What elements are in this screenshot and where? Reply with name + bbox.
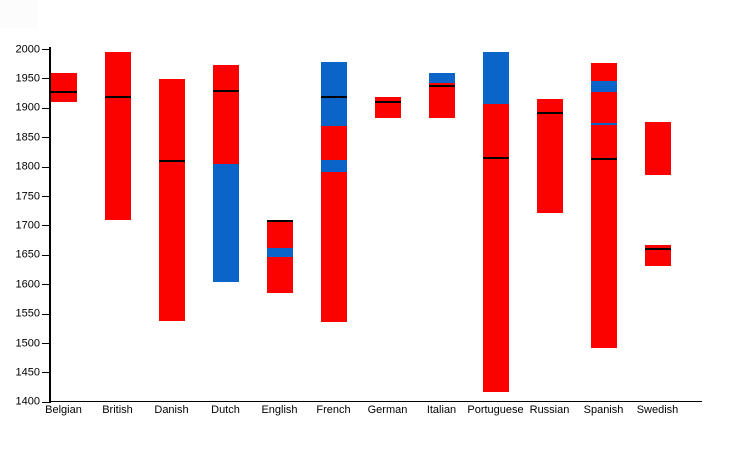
median-line-spanish: [590, 158, 617, 161]
y-tick-label: 1650: [15, 248, 40, 261]
y-tick-label: 1800: [15, 160, 40, 173]
x-label-dutch: Dutch: [211, 403, 240, 416]
y-tick-mark: [42, 166, 49, 168]
bar-segment-french-blue: [320, 160, 347, 172]
median-line-portuguese: [482, 156, 509, 159]
x-label-russian: Russian: [529, 403, 570, 416]
x-label-german: German: [367, 403, 408, 416]
corner-artifact: [0, 0, 38, 28]
bar-segment-spanish-red: [590, 63, 617, 82]
bar-segment-french-red: [320, 171, 347, 322]
x-label-british: British: [102, 403, 133, 416]
x-axis-line: [49, 400, 702, 403]
median-line-danish: [158, 160, 185, 163]
y-tick-mark: [42, 372, 49, 374]
bar-segment-dutch-blue: [212, 163, 239, 282]
y-tick-label: 1450: [15, 366, 40, 379]
x-label-portuguese: Portuguese: [467, 403, 524, 416]
x-label-danish: Danish: [154, 403, 189, 416]
bar-segment-portuguese-red: [482, 104, 509, 392]
y-tick-label: 1900: [15, 101, 40, 114]
x-label-english: English: [261, 403, 298, 416]
bar-segment-russian-red: [536, 98, 563, 213]
median-line-russian: [536, 112, 563, 115]
y-tick-mark: [42, 401, 49, 403]
y-tick-mark: [42, 343, 49, 345]
y-tick-mark: [42, 254, 49, 256]
y-axis-line: [49, 47, 51, 403]
y-tick-mark: [42, 78, 49, 80]
bar-segment-spanish-blue: [590, 81, 617, 92]
y-tick-label: 1750: [15, 190, 40, 203]
y-tick-label: 2000: [15, 43, 40, 55]
y-tick-label: 1550: [15, 307, 40, 320]
bar-segment-british-red: [104, 52, 131, 221]
y-tick-mark: [42, 137, 49, 139]
median-line-belgian: [50, 90, 77, 93]
median-line-french: [320, 96, 347, 99]
x-label-french: French: [316, 403, 351, 416]
bar-segment-swedish-red: [644, 121, 671, 175]
bar-segment-english-red: [266, 220, 293, 249]
bar-segment-english-red: [266, 257, 293, 293]
y-tick-label: 1700: [15, 219, 40, 232]
median-line-dutch: [212, 90, 239, 93]
median-line-british: [104, 95, 131, 98]
y-tick-mark: [42, 107, 49, 109]
bar-segment-german-red: [374, 97, 401, 118]
bar-segment-french-red: [320, 125, 347, 161]
bar-segment-english-blue: [266, 248, 293, 258]
y-tick-label: 1400: [15, 395, 40, 408]
y-tick-label: 1850: [15, 131, 40, 144]
y-tick-mark: [42, 225, 49, 227]
median-line-english: [266, 219, 293, 222]
y-tick-mark: [42, 313, 49, 315]
bar-segment-italian-blue: [428, 73, 455, 83]
bar-segment-danish-red: [158, 78, 185, 322]
y-tick-label: 1500: [15, 337, 40, 350]
bar-segment-spanish-red: [590, 125, 617, 348]
bar-segment-belgian-red: [50, 73, 77, 103]
x-label-swedish: Swedish: [636, 403, 679, 416]
bar-segment-french-blue: [320, 61, 347, 126]
x-label-italian: Italian: [426, 403, 457, 416]
bar-segment-dutch-red: [212, 65, 239, 164]
bar-segment-italian-red: [428, 83, 455, 118]
y-tick-mark: [42, 284, 49, 286]
bar-segment-spanish-red: [590, 91, 617, 124]
x-label-spanish: Spanish: [583, 403, 624, 416]
median-line-german: [374, 101, 401, 104]
median-line-swedish: [644, 248, 671, 251]
y-tick-label: 1600: [15, 278, 40, 291]
y-tick-mark: [42, 49, 49, 50]
y-tick-label: 1950: [15, 72, 40, 85]
bar-segment-portuguese-blue: [482, 51, 509, 105]
bar-segment-spanish-blue: [590, 123, 617, 126]
x-label-belgian: Belgian: [45, 403, 82, 416]
median-line-italian: [428, 84, 455, 87]
y-tick-mark: [42, 196, 49, 198]
